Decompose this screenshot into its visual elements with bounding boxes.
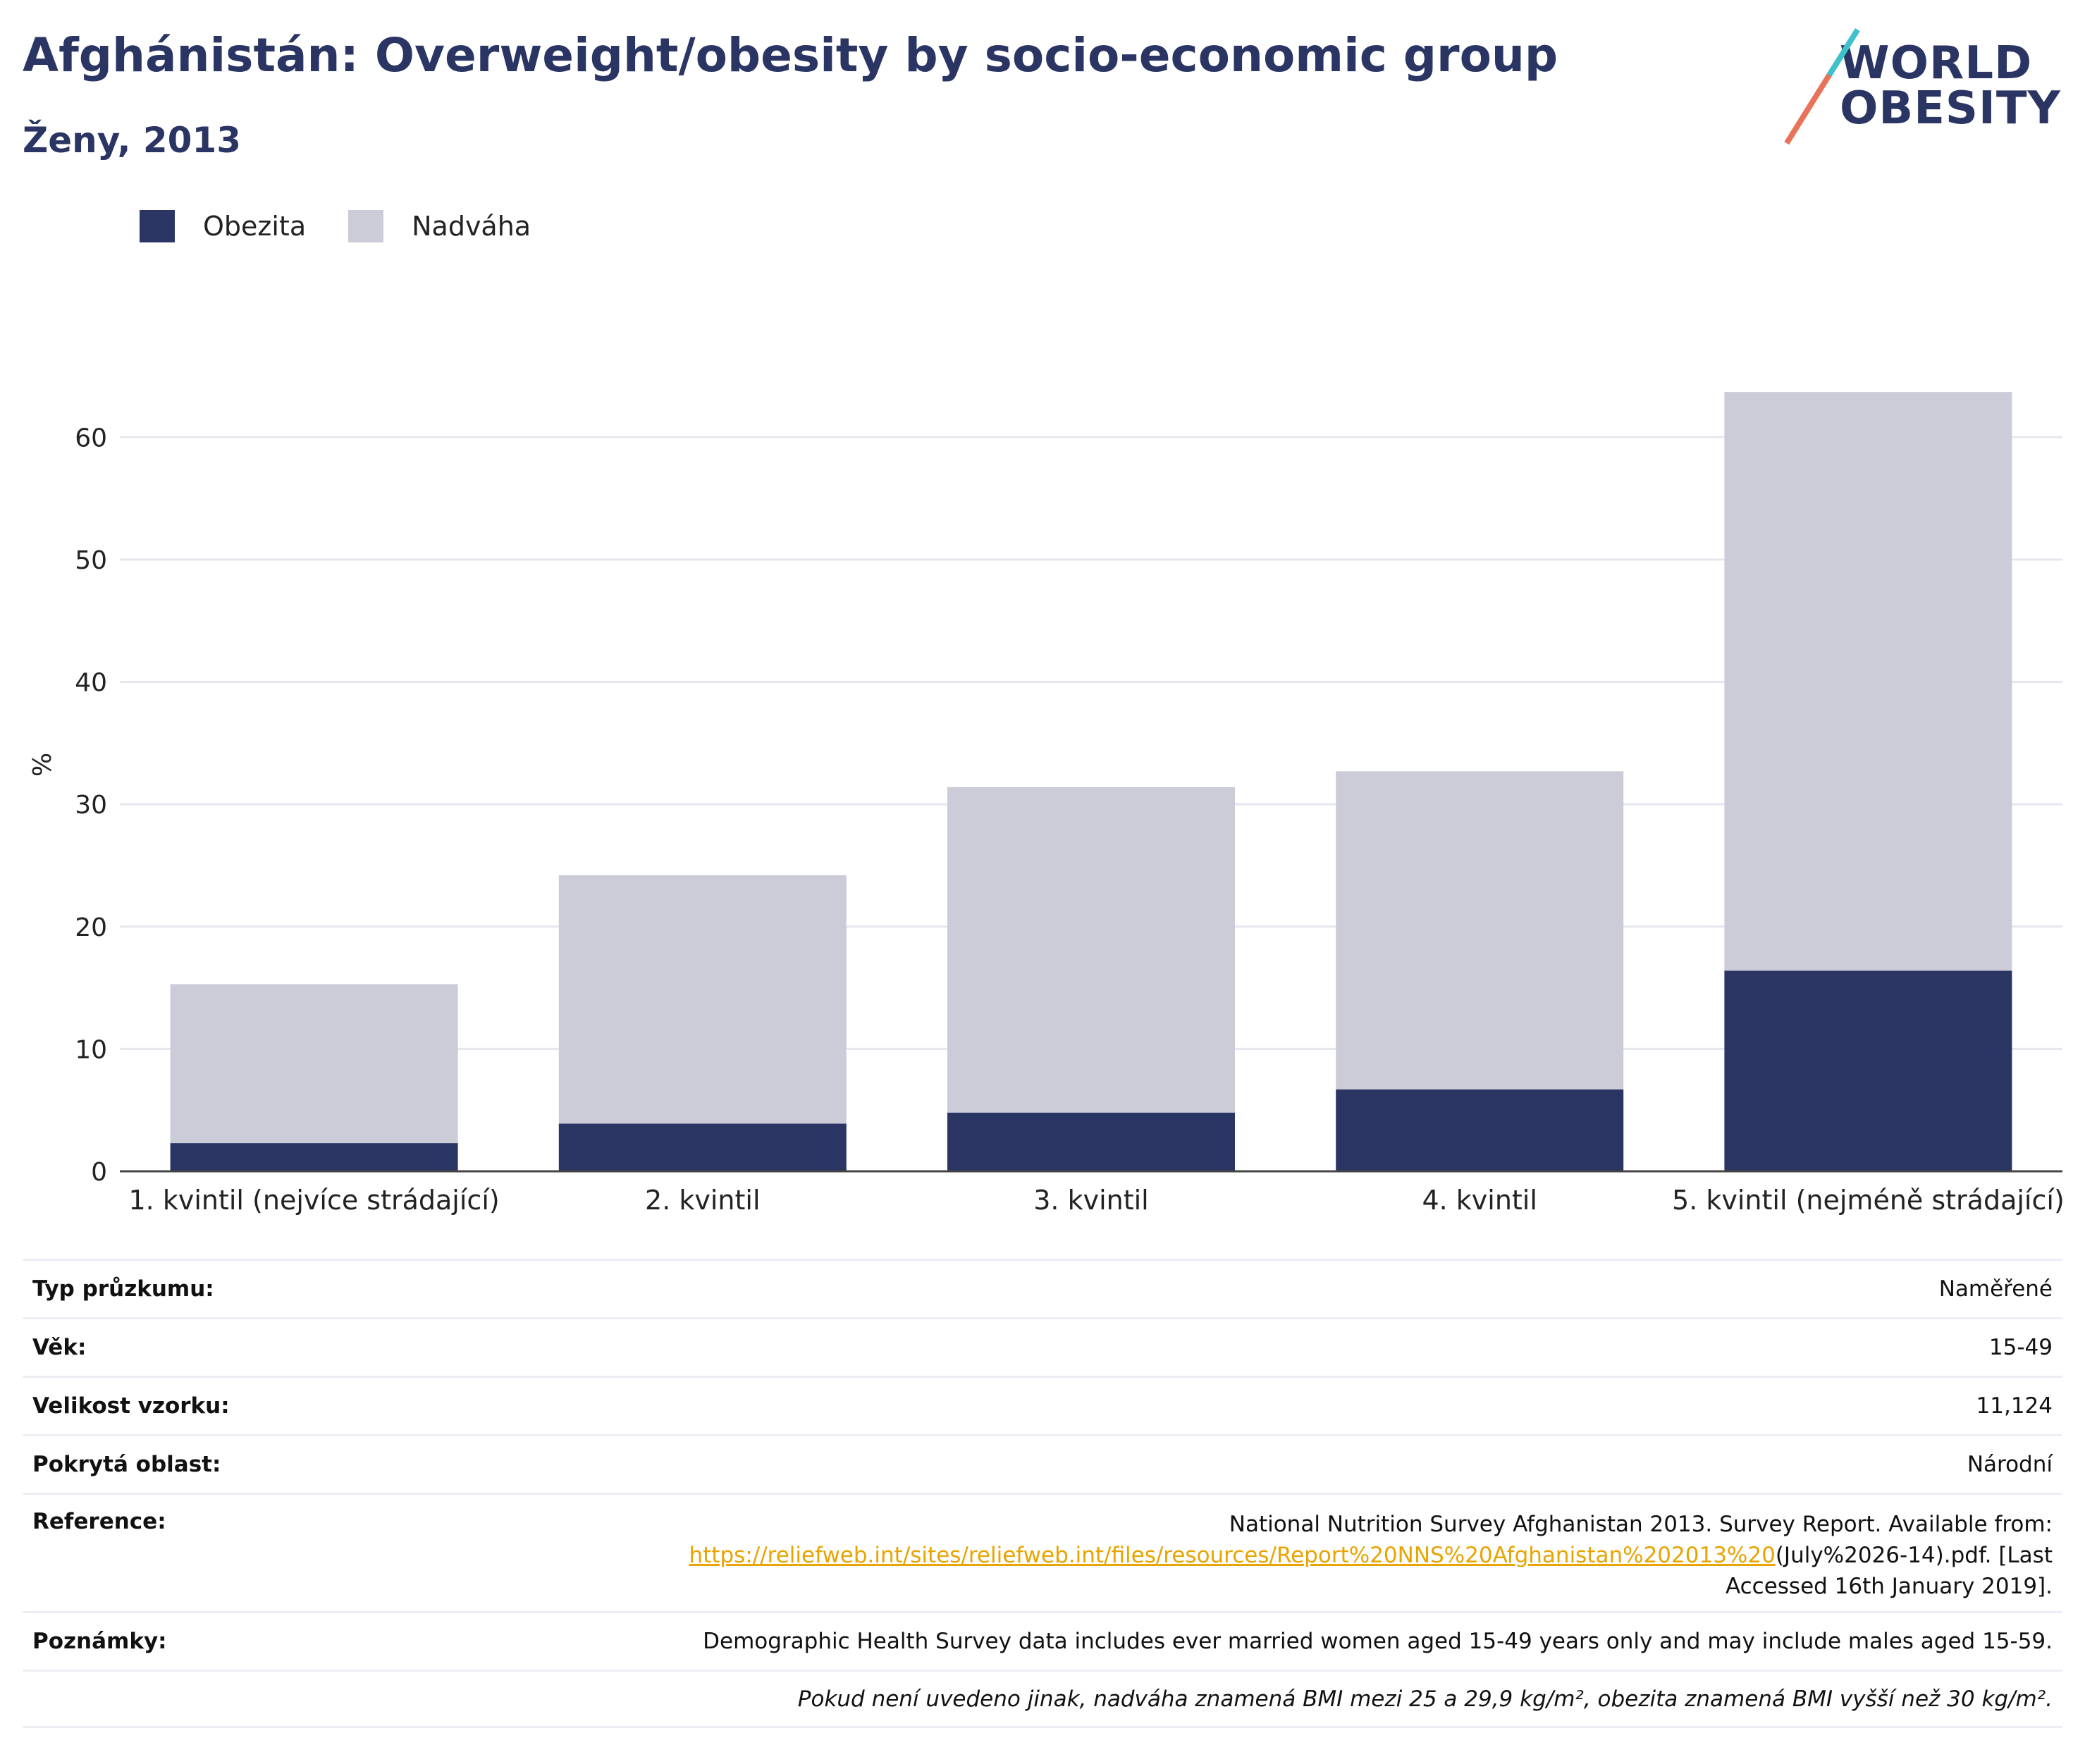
y-tick-label: 60 (75, 424, 107, 452)
x-category-label: 4. kvintil (1422, 1185, 1537, 1216)
info-key: Poznámky: (32, 1629, 167, 1654)
bar-obezita[interactable] (1724, 970, 2012, 1171)
info-key: Typ průzkumu: (32, 1276, 214, 1302)
bar-nadvaha[interactable] (170, 984, 458, 1144)
info-row-survey-type: Typ průzkumu: Naměřené (23, 1259, 2062, 1317)
bar-obezita[interactable] (1336, 1089, 1624, 1171)
y-tick-label: 40 (75, 669, 107, 698)
legend-item-nadvaha[interactable]: Nadváha (348, 210, 531, 242)
reference-text: National Nutrition Survey Afghanistan 20… (689, 1509, 2053, 1611)
legend: Obezita Nadváha (140, 210, 573, 242)
legend-item-obezita[interactable]: Obezita (140, 210, 306, 242)
info-key: Věk: (32, 1335, 87, 1360)
bar-chart: 0 10 20 30 40 50 60 1. kvintil (nejvíce stráda… (28, 392, 2065, 1216)
reference-line-2: https://reliefweb.int/sites/reliefweb.in… (689, 1540, 2053, 1571)
bar-nadvaha[interactable] (947, 787, 1235, 1113)
info-value: Národní (1967, 1452, 2053, 1477)
info-value: 11,124 (1976, 1393, 2053, 1419)
info-row-sample-size: Velikost vzorku: 11,124 (23, 1376, 2062, 1434)
y-tick-label: 10 (75, 1035, 107, 1064)
reference-line-3: Accessed 16th January 2019]. (1725, 1574, 2053, 1599)
reference-after-link: (July%2026-14).pdf. [Last (1775, 1543, 2053, 1568)
chart-title: Afghánistán: Overweight/obesity by socio… (23, 28, 1558, 82)
x-category-label: 5. kvintil (nejméně strádající) (1672, 1185, 2065, 1216)
info-row-footnote: Pokud není uvedeno jinak, nadváha znamen… (23, 1670, 2062, 1728)
info-value: Demographic Health Survey data includes … (703, 1629, 2053, 1654)
reference-link[interactable]: https://reliefweb.int/sites/reliefweb.in… (689, 1543, 1776, 1568)
info-key: Velikost vzorku: (32, 1393, 230, 1419)
y-axis-label: % (28, 753, 57, 777)
bar-nadvaha[interactable] (558, 875, 847, 1124)
bar-nadvaha[interactable] (1336, 771, 1624, 1090)
info-row-age: Věk: 15-49 (23, 1317, 2062, 1376)
bar-obezita[interactable] (170, 1143, 458, 1171)
x-category-label: 1. kvintil (nejvíce strádající) (128, 1185, 499, 1216)
reference-line-1: National Nutrition Survey Afghanistan 20… (1229, 1512, 2053, 1537)
bars (170, 392, 2012, 1171)
info-row-area: Pokrytá oblast: Národní (23, 1434, 2062, 1493)
world-obesity-logo: WORLD OBESITY (1784, 28, 2072, 147)
legend-label-nadvaha: Nadváha (412, 211, 531, 242)
legend-label-obezita: Obezita (203, 211, 307, 242)
y-tick-label: 20 (75, 913, 107, 942)
logo-line-2: OBESITY (1840, 82, 2061, 135)
y-tick-label: 30 (75, 791, 107, 820)
footnote-text: Pokud není uvedeno jinak, nadváha znamen… (797, 1686, 2053, 1712)
chart-subtitle: Ženy, 2013 (23, 120, 242, 161)
x-axis-categories: 1. kvintil (nejvíce strádající) 2. kvinti… (128, 1185, 2064, 1216)
y-tick-label: 50 (75, 546, 107, 575)
info-table: Typ průzkumu: Naměřené Věk: 15-49 Veliko… (23, 1259, 2062, 1728)
legend-swatch-obezita (140, 210, 175, 242)
info-key: Reference: (32, 1509, 166, 1534)
y-tick-label: 0 (91, 1158, 107, 1187)
y-axis-ticks: 0 10 20 30 40 50 60 (75, 424, 107, 1187)
bar-obezita[interactable] (947, 1112, 1235, 1171)
info-row-reference: Reference: National Nutrition Survey Afg… (23, 1493, 2062, 1611)
x-category-label: 2. kvintil (645, 1185, 761, 1216)
bar-obezita[interactable] (558, 1123, 847, 1171)
legend-swatch-nadvaha (348, 210, 384, 242)
logo-line-1: WORLD (1840, 37, 2033, 90)
info-value: 15-49 (1988, 1335, 2053, 1360)
info-row-notes: Poznámky: Demographic Health Survey data… (23, 1611, 2062, 1670)
x-category-label: 3. kvintil (1033, 1185, 1149, 1216)
bar-nadvaha[interactable] (1724, 392, 2012, 971)
info-key: Pokrytá oblast: (32, 1452, 221, 1477)
info-value: Naměřené (1938, 1276, 2053, 1302)
